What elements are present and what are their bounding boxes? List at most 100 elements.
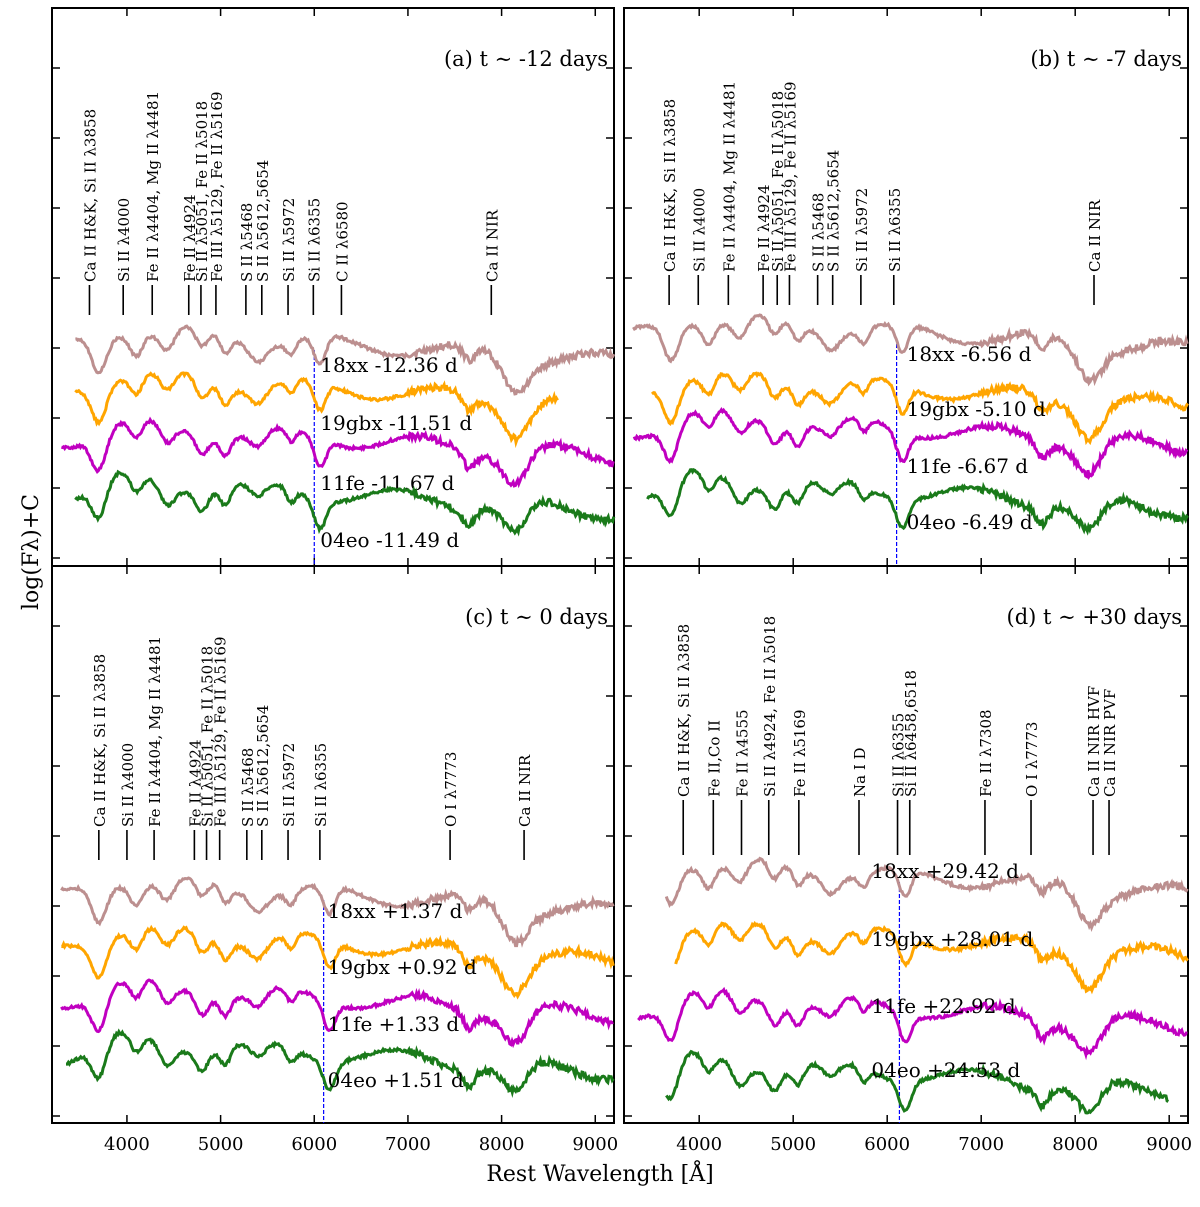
line-id-label: Fe III λ5129, Fe II λ5169 [781, 81, 799, 272]
line-id-label: Si II λ6355 [886, 188, 904, 272]
series-label-04eo: 04eo -11.49 d [320, 528, 459, 552]
series-label-18xx: 18xx +29.42 d [871, 859, 1019, 883]
spectrum-18xx [75, 324, 616, 396]
spectrum-04eo [665, 1049, 1170, 1115]
panel-frame [623, 7, 1189, 567]
line-id-label: Ca II H&K, Si II λ3858 [81, 109, 99, 282]
line-id-label: S II λ5612,5654 [254, 705, 272, 827]
line-id-label: Si II λ5051, Fe II λ5018 [193, 101, 211, 282]
x-tick-label: 4000 [676, 1134, 722, 1155]
line-id-label: Ca II H&K, Si II λ3858 [91, 654, 109, 827]
line-id-label: S II λ5468 [810, 193, 828, 272]
line-id-label: Si II λ6355 [890, 713, 908, 797]
line-id-label: Fe II λ7308 [977, 709, 995, 797]
line-id-label: Si II λ4000 [119, 743, 137, 827]
spectrum-19gbx [651, 371, 1189, 446]
line-id-label: Ca II H&K, Si II λ3858 [675, 624, 693, 797]
line-id-label: O I λ7773 [442, 752, 460, 827]
line-id-label: Si II λ4000 [115, 198, 133, 282]
x-tick-label: 7000 [385, 1134, 431, 1155]
line-id-label: Fe II λ4924 [181, 194, 199, 282]
line-id-label: Si II λ6355 [312, 743, 330, 827]
x-tick-label: 6000 [291, 1134, 337, 1155]
line-id-label: Si II λ5051, Fe II λ5018 [199, 646, 217, 827]
line-id-label: Si II λ5972 [853, 188, 871, 272]
line-id-label: Si II λ6355 [305, 198, 323, 282]
line-id-label: Fe II λ4404, Mg II λ4481 [144, 91, 162, 282]
line-id-label: Si II λ6458,6518 [902, 670, 920, 797]
line-id-label: S II λ5468 [239, 748, 257, 827]
panel-title: (c) t ∼ 0 days [465, 605, 608, 629]
panel-c: 4000 5000 6000 7000 8000 9000 (c) t ∼ 0 days 18… [51, 565, 618, 1155]
line-id-label: Ca II NIR HVF [1085, 686, 1103, 797]
line-id-label: S II λ5612,5654 [825, 150, 843, 272]
x-tick-label: 7000 [958, 1134, 1004, 1155]
series-label-19gbx: 19gbx +0.92 d [328, 955, 477, 979]
panel-title: (b) t ∼ -7 days [1030, 47, 1182, 71]
y-axis-label: log(Fλ)+C [19, 493, 44, 610]
panel-title: (d) t ∼ +30 days [1007, 605, 1183, 629]
spectrum-19gbx [61, 924, 615, 1000]
x-tick-label: 5000 [770, 1134, 816, 1155]
line-id-label: C II λ6580 [333, 201, 351, 282]
x-axis-label: Rest Wavelength [Å] [486, 1162, 714, 1187]
series-label-04eo: 04eo -6.49 d [907, 510, 1033, 534]
line-id-label: S II λ5612,5654 [254, 160, 272, 282]
line-id-label: Ca II NIR [483, 209, 501, 282]
spectrum-04eo [65, 1028, 615, 1098]
line-id-label: Si II λ5972 [280, 743, 298, 827]
line-id-label: Fe II λ4555 [734, 709, 752, 797]
spectrum-11fe [60, 978, 614, 1049]
panel-b: (b) t ∼ -7 days 18xx -6.56 d 19gbx -5.10 d… [623, 7, 1189, 567]
series-label-04eo: 04eo +24.53 d [871, 1058, 1020, 1082]
panel-a: (a) t ∼ -12 days 18xx -12.36 d 19gbx -11.5… [51, 7, 616, 567]
line-id-label: Fe II λ4924 [186, 739, 204, 827]
spectrum-19gbx [74, 371, 559, 449]
line-id-label: Fe III λ5129, Fe II λ5169 [208, 91, 226, 282]
spectrum-11fe [637, 986, 1188, 1061]
x-tick-label: 6000 [864, 1134, 910, 1155]
line-id-label: Si II λ4924, Fe II λ5018 [761, 616, 779, 797]
spectrum-18xx [632, 313, 1189, 387]
series-label-11fe: 11fe +1.33 d [328, 1012, 460, 1036]
line-id-label: Ca II H&K, Si II λ3858 [661, 99, 679, 272]
x-tick-label: 8000 [479, 1134, 525, 1155]
line-id-label: Na I D [851, 747, 869, 797]
x-tick-label: 8000 [1052, 1134, 1098, 1155]
series-label-11fe: 11fe +22.92 d [871, 994, 1015, 1018]
spectrum-11fe [632, 406, 1189, 481]
series-label-19gbx: 19gbx -11.51 d [320, 411, 472, 435]
series-label-18xx: 18xx -12.36 d [320, 353, 458, 377]
line-id-label: O I λ7773 [1023, 722, 1041, 797]
x-tick-label: 9000 [1146, 1134, 1192, 1155]
line-id-label: Fe II λ5169 [791, 709, 809, 797]
line-id-label: Fe II λ4924 [755, 184, 773, 272]
line-id-label: Fe III λ5129, Fe II λ5169 [212, 636, 230, 827]
series-label-11fe: 11fe -6.67 d [907, 454, 1029, 478]
line-id-label: Ca II NIR PVF [1101, 689, 1119, 797]
x-tick-label: 9000 [572, 1134, 618, 1155]
spectrum-04eo [74, 469, 616, 537]
line-id-label: Si II λ4000 [690, 188, 708, 272]
panel-title: (a) t ∼ -12 days [444, 47, 608, 71]
line-id-label: Ca II NIR [1086, 199, 1104, 272]
line-id-label: Fe II λ4404, Mg II λ4481 [720, 81, 738, 272]
line-id-label: Fe II,Co II [705, 720, 723, 797]
spectrum-11fe [61, 416, 615, 489]
spectrum-04eo [646, 468, 1189, 536]
spectrum-18xx [664, 856, 1189, 932]
panel-frame [623, 565, 1189, 1124]
series-label-19gbx: 19gbx -5.10 d [907, 397, 1046, 421]
line-id-label: Fe II λ4404, Mg II λ4481 [146, 636, 164, 827]
series-label-04eo: 04eo +1.51 d [328, 1068, 464, 1092]
series-label-19gbx: 19gbx +28.01 d [871, 927, 1033, 951]
line-id-label: Si II λ5051, Fe II λ5018 [769, 91, 787, 272]
series-label-18xx: 18xx +1.37 d [328, 899, 463, 923]
line-id-label: Si II λ5972 [280, 198, 298, 282]
spectrum-19gbx [674, 920, 1189, 995]
spectrum-18xx [60, 876, 615, 948]
line-id-label: S II λ5468 [238, 203, 256, 282]
x-tick-label: 5000 [198, 1134, 244, 1155]
